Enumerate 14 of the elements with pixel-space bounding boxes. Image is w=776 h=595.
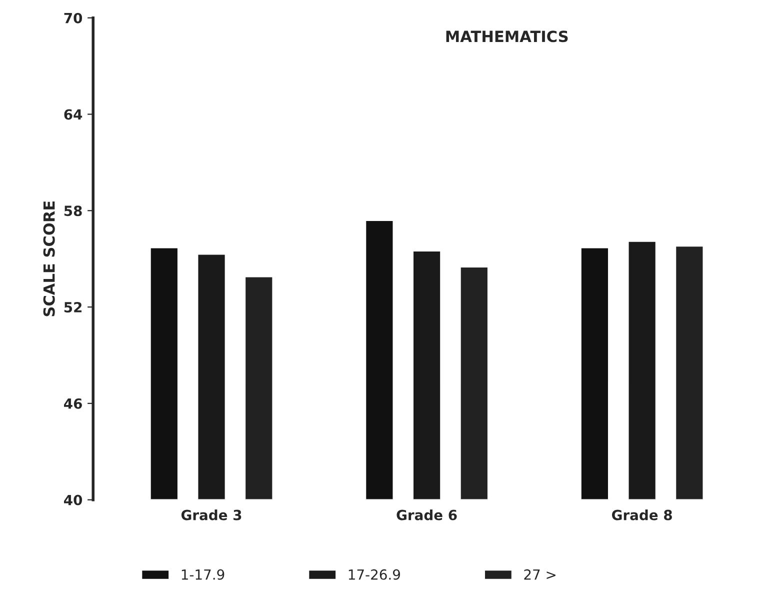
x-tick-label: Grade 6 (396, 510, 457, 520)
y-tick-label: 64 (64, 109, 82, 120)
y-tick-label: 40 (64, 494, 82, 506)
text: MATHEMATICS (446, 30, 568, 42)
y-tick-label: 46 (64, 398, 82, 409)
y-tick-label: 70 (64, 12, 82, 24)
y-axis-title: SCALE SCORE (43, 201, 55, 316)
legend-label: 27 > (524, 569, 556, 580)
legend-label: 1-17.9 (182, 569, 224, 580)
y-tick-label: 52 (64, 302, 82, 312)
y-tick-label: 58 (64, 206, 82, 216)
x-tick-label: Grade 3 (181, 510, 242, 520)
legend-label: 17-26.9 (348, 569, 400, 580)
x-tick-label: Grade 8 (612, 510, 672, 520)
